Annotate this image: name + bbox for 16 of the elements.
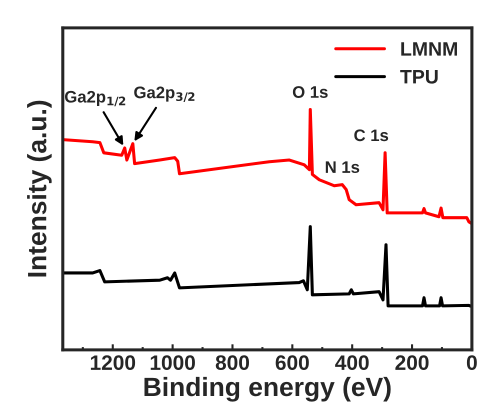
x-axis-title: Binding energy (eV)	[144, 376, 391, 402]
annotation: Ga2p$_{1/2}$	[65, 90, 126, 106]
x-tick-label: 0	[466, 355, 477, 370]
legend-label: LMNM	[401, 42, 457, 56]
annotation: Ga2p$_{3/2}$	[134, 86, 194, 102]
y-axis-title: Intensity (a.u.)	[27, 100, 52, 277]
x-tick-label: 1000	[150, 355, 195, 370]
annotation: C 1s	[354, 129, 388, 142]
x-tick-label: 1200	[90, 355, 136, 370]
x-tick-label: 600	[276, 355, 309, 370]
x-tick-label: 800	[216, 355, 250, 370]
annotation: O 1s	[292, 86, 328, 98]
annotation: N 1s	[326, 161, 360, 174]
x-tick-label: 400	[335, 355, 369, 370]
x-tick-label: 200	[395, 355, 429, 370]
legend-label: TPU	[400, 70, 438, 84]
